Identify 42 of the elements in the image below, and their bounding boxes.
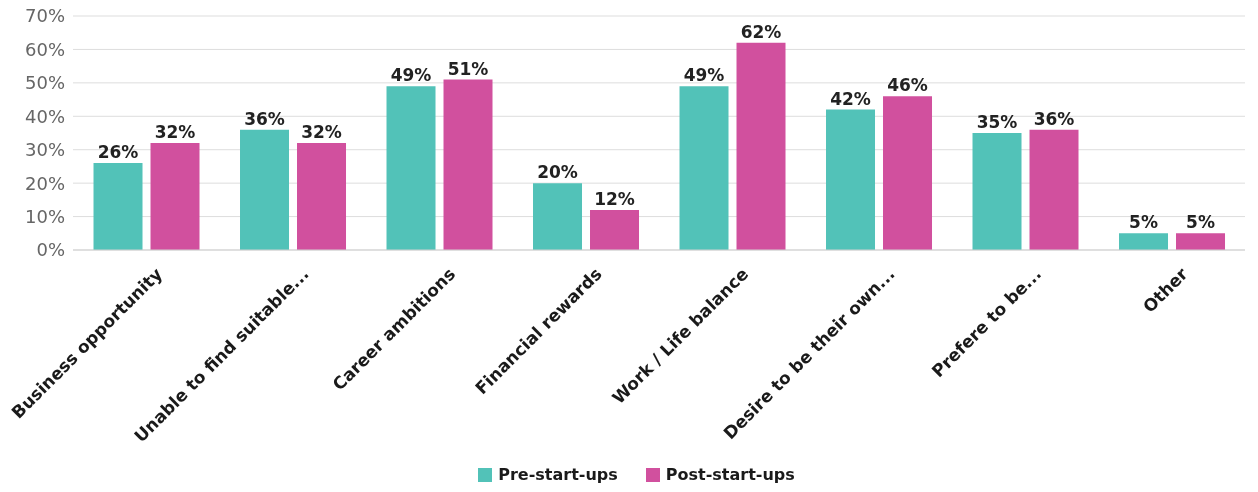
bar — [240, 129, 290, 250]
bar — [443, 79, 493, 250]
bar — [590, 209, 640, 250]
data-label: 36% — [244, 108, 285, 129]
data-label: 32% — [154, 122, 196, 143]
bar — [93, 163, 143, 250]
y-tick-label: 30% — [24, 139, 65, 161]
data-label: 5% — [1186, 212, 1215, 233]
data-label: 49% — [683, 65, 725, 86]
data-label: 46% — [887, 75, 928, 96]
y-tick-label: 50% — [24, 72, 65, 94]
legend-label: Pre-start-ups — [497, 465, 618, 484]
data-label: 49% — [390, 65, 432, 86]
data-label: 51% — [447, 58, 489, 79]
data-label: 26% — [97, 142, 139, 163]
bar — [1029, 129, 1079, 250]
y-tick-label: 70% — [24, 5, 65, 27]
y-tick-label: 0% — [36, 239, 65, 261]
data-label: 35% — [976, 112, 1018, 132]
bar — [972, 133, 1022, 250]
bar — [883, 96, 933, 250]
data-label: 20% — [537, 162, 578, 183]
bar — [533, 183, 583, 250]
y-tick-label: 40% — [24, 105, 65, 127]
bar — [736, 42, 786, 250]
bar — [150, 143, 200, 250]
bar — [386, 86, 436, 250]
legend-label: Post-start-ups — [664, 465, 795, 484]
data-label: 5% — [1129, 212, 1158, 233]
data-label: 32% — [301, 122, 342, 143]
data-label: 62% — [740, 21, 782, 42]
bar — [1176, 233, 1226, 250]
data-label: 36% — [1033, 108, 1075, 129]
bar — [1119, 233, 1169, 250]
bar — [679, 86, 729, 250]
bar — [297, 143, 347, 250]
y-tick-label: 60% — [24, 38, 65, 60]
data-label: 42% — [830, 88, 871, 109]
y-tick-label: 10% — [24, 205, 65, 227]
bar — [826, 109, 876, 250]
data-label: 12% — [594, 188, 635, 209]
y-tick-label: 20% — [24, 172, 65, 194]
